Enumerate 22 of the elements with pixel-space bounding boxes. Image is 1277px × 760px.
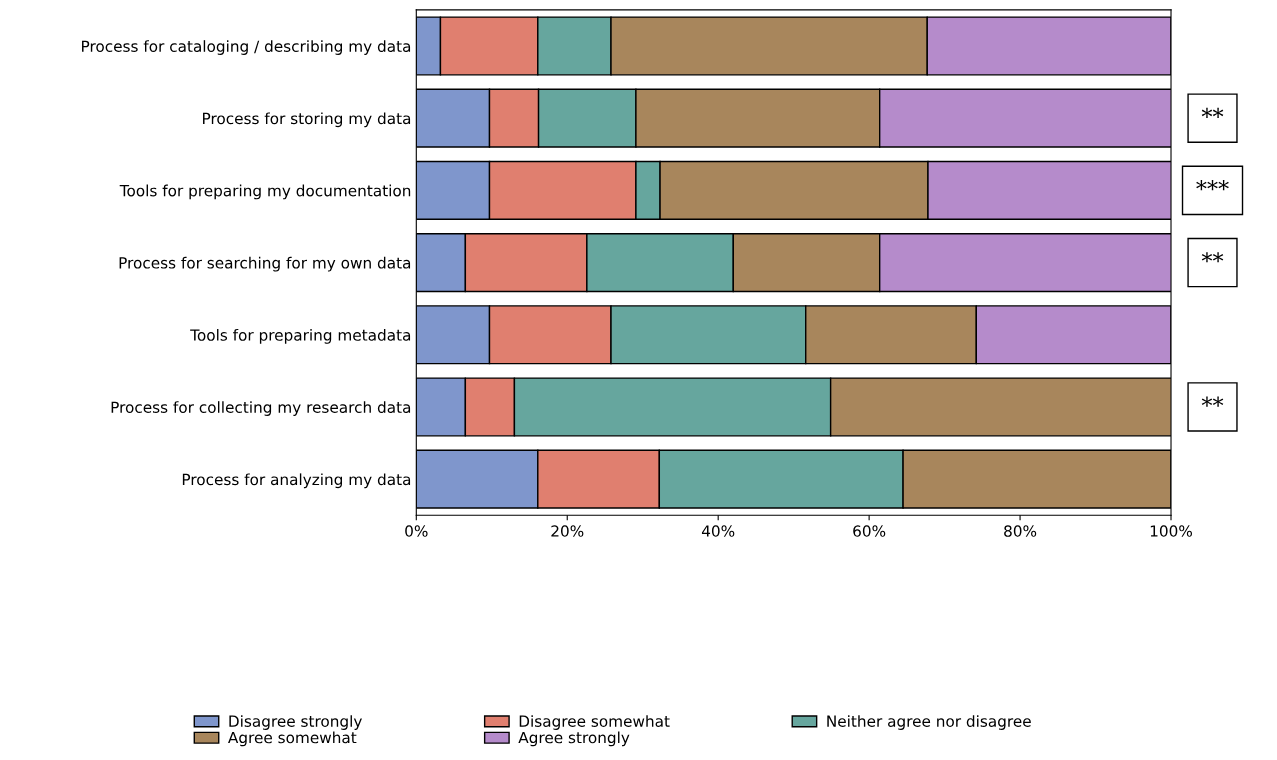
x-tick-label: 80% <box>1004 525 1037 537</box>
legend-label: Disagree strongly <box>229 715 362 730</box>
legend-label: Neither agree nor disagree <box>827 715 1031 730</box>
y-tick-label: Process for searching for my own data <box>119 256 411 272</box>
y-tick-label: Tools for preparing my documentation <box>119 184 411 200</box>
y-tick-label: Tools for preparing metadata <box>190 328 411 344</box>
y-tick-label: Process for collecting my research data <box>111 401 411 416</box>
text: ** <box>1201 396 1224 407</box>
y-tick-label: Process for storing my data <box>203 112 411 128</box>
legend-label: Agree somewhat <box>228 731 357 747</box>
x-tick-label: 60% <box>853 525 886 537</box>
text: *** <box>1196 180 1229 191</box>
x-tick-label: 40% <box>701 525 735 537</box>
text: ** <box>1201 252 1224 263</box>
x-tick-label: 20% <box>551 525 584 537</box>
legend-label: Disagree somewhat <box>519 715 670 730</box>
x-tick-label: 100% <box>1150 525 1192 537</box>
legend-label: Agree strongly <box>518 731 630 747</box>
text: ** <box>1201 107 1224 118</box>
x-tick-label: 0% <box>405 525 428 537</box>
y-tick-label: Process for analyzing my data <box>182 473 411 489</box>
y-tick-label: Process for cataloging / describing my data <box>82 40 411 55</box>
